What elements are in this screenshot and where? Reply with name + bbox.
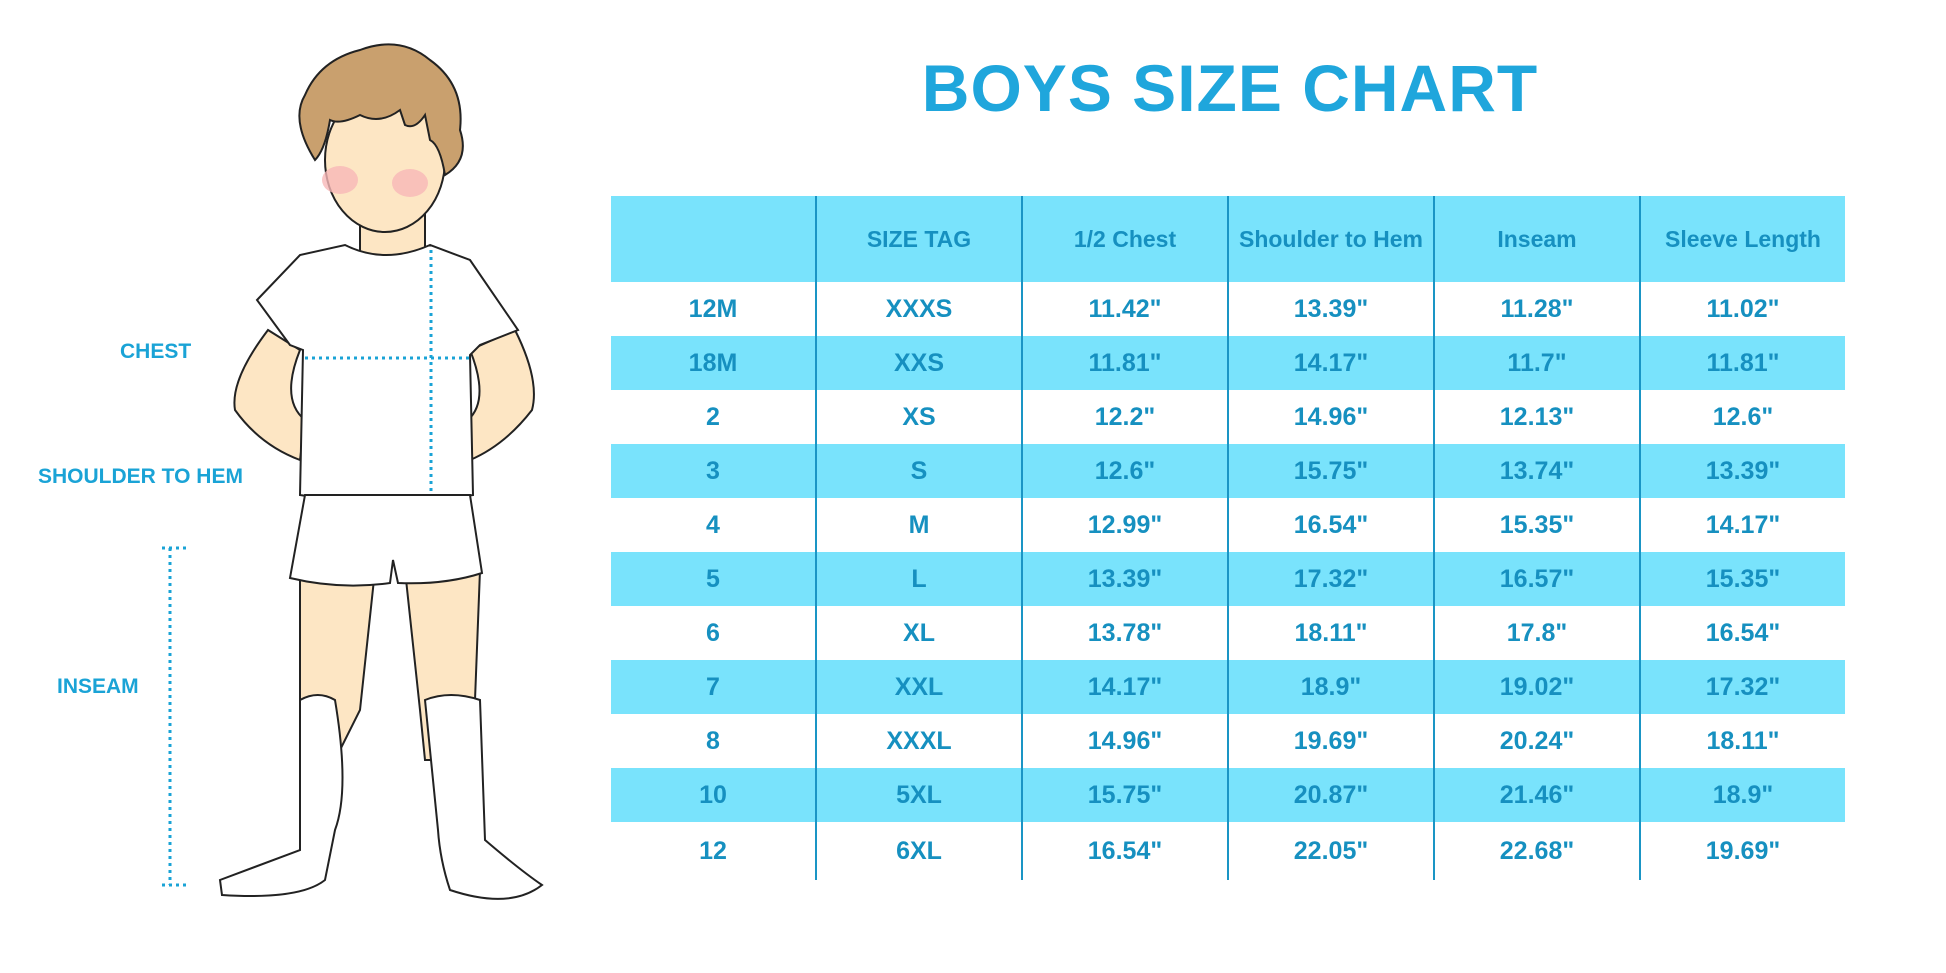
- column-header: Sleeve Length: [1639, 196, 1845, 282]
- table-cell: 15.35": [1639, 552, 1845, 606]
- table-cell: 12M: [688, 294, 738, 323]
- table-row: 8 XXXL 14.96" 19.69" 20.24" 18.11": [611, 714, 1845, 768]
- table-cell: 6XL: [815, 822, 1022, 880]
- table-cell: 13.39": [1227, 282, 1434, 336]
- table-cell: XL: [815, 606, 1022, 660]
- table-cell: 11.81": [1639, 336, 1845, 390]
- chest-label: CHEST: [120, 340, 192, 363]
- table-cell: 15.75": [1021, 768, 1228, 822]
- table-cell: 18.9": [1227, 660, 1434, 714]
- table-cell: 18.11": [1227, 606, 1434, 660]
- table-cell: 4: [706, 510, 720, 539]
- table-cell: 16.57": [1433, 552, 1640, 606]
- table-cell: 11.28": [1433, 282, 1640, 336]
- column-header: [611, 196, 816, 282]
- table-row: 10 5XL 15.75" 20.87" 21.46" 18.9": [611, 768, 1845, 822]
- table-cell: S: [815, 444, 1022, 498]
- table-cell: 3: [611, 444, 816, 498]
- table-cell: L: [815, 552, 1022, 606]
- table-cell: 14.96": [1021, 714, 1228, 768]
- table-cell: 12: [699, 836, 727, 865]
- page-title: BOYS SIZE CHART: [921, 51, 1539, 125]
- table-cell: 17.8": [1433, 606, 1640, 660]
- table-cell: 22.68": [1433, 822, 1640, 880]
- table-cell: 18M: [611, 336, 816, 390]
- table-cell: XS: [815, 390, 1022, 444]
- table-cell: 19.69": [1227, 714, 1434, 768]
- table-cell: 14.96": [1227, 390, 1434, 444]
- table-cell: 15.35": [1433, 498, 1640, 552]
- table-row: 5 L 13.39" 17.32" 16.57" 15.35": [611, 552, 1845, 606]
- table-cell: XXXL: [815, 714, 1022, 768]
- table-cell: 19.02": [1433, 660, 1640, 714]
- table-row: 12M XXXS 11.42" 13.39" 11.28" 11.02": [611, 282, 1845, 336]
- table-cell: 14.17": [1021, 660, 1228, 714]
- table-cell: 2: [706, 402, 720, 431]
- table-cell: 7: [611, 660, 816, 714]
- table-cell: 10: [611, 768, 816, 822]
- table-cell: 12.13": [1433, 390, 1640, 444]
- table-cell: 18.11": [1639, 714, 1845, 768]
- table-cell: 21.46": [1433, 768, 1640, 822]
- table-cell: XXXS: [815, 282, 1022, 336]
- table-row: 2 XS 12.2" 14.96" 12.13" 12.6": [611, 390, 1845, 444]
- table-cell: 12.99": [1021, 498, 1228, 552]
- table-row: 6 XL 13.78" 18.11" 17.8" 16.54": [611, 606, 1845, 660]
- table-cell: 6: [706, 618, 720, 647]
- table-cell: XXS: [815, 336, 1022, 390]
- table-cell: 13.39": [1639, 444, 1845, 498]
- table-cell: 12.6": [1021, 444, 1228, 498]
- table-cell: 13.78": [1021, 606, 1228, 660]
- table-cell: 17.32": [1227, 552, 1434, 606]
- table-cell: 22.05": [1227, 822, 1434, 880]
- column-header: SIZE TAG: [815, 196, 1022, 282]
- table-row: 18M XXS 11.81" 14.17" 11.7" 11.81": [611, 336, 1845, 390]
- table-header-row: SIZE TAG 1/2 Chest Shoulder to Hem Inseam Sl…: [611, 196, 1845, 282]
- table-cell: 5: [611, 552, 816, 606]
- column-header: 1/2 Chest: [1021, 196, 1228, 282]
- inseam-label: INSEAM: [57, 675, 139, 698]
- table-row: 3 S 12.6" 15.75" 13.74" 13.39": [611, 444, 1845, 498]
- table-cell: 5XL: [815, 768, 1022, 822]
- table-cell: 11.7": [1433, 336, 1640, 390]
- table-cell: 14.17": [1639, 498, 1845, 552]
- table-cell: 12.6": [1639, 390, 1845, 444]
- table-cell: 12.2": [1021, 390, 1228, 444]
- boy-figure-illustration: [162, 43, 544, 900]
- table-cell: 20.24": [1433, 714, 1640, 768]
- table-row: 4 M 12.99" 16.54" 15.35" 14.17": [611, 498, 1845, 552]
- shoulder-to-hem-label: SHOULDER TO HEM: [38, 465, 243, 488]
- table-cell: 16.54": [1639, 606, 1845, 660]
- table-row: 12 6XL 16.54" 22.05" 22.68" 19.69": [611, 822, 1845, 880]
- table-cell: 16.54": [1021, 822, 1228, 880]
- table-cell: 15.75": [1227, 444, 1434, 498]
- table-cell: 14.17": [1227, 336, 1434, 390]
- table-row: 7 XXL 14.17" 18.9" 19.02" 17.32": [611, 660, 1845, 714]
- table-cell: 11.42": [1021, 282, 1228, 336]
- table-cell: XXL: [815, 660, 1022, 714]
- table-cell: 19.69": [1639, 822, 1845, 880]
- table-cell: 13.74": [1433, 444, 1640, 498]
- column-header: Shoulder to Hem: [1227, 196, 1434, 282]
- table-cell: 16.54": [1227, 498, 1434, 552]
- table-cell: 17.32": [1639, 660, 1845, 714]
- column-header: Inseam: [1433, 196, 1640, 282]
- table-cell: 8: [706, 726, 720, 755]
- table-cell: 11.02": [1639, 282, 1845, 336]
- table-cell: 13.39": [1021, 552, 1228, 606]
- table-cell: 11.81": [1021, 336, 1228, 390]
- size-chart-table: SIZE TAG 1/2 Chest Shoulder to Hem Inseam Sl…: [611, 196, 1845, 880]
- table-cell: M: [815, 498, 1022, 552]
- table-cell: 20.87": [1227, 768, 1434, 822]
- table-cell: 18.9": [1639, 768, 1845, 822]
